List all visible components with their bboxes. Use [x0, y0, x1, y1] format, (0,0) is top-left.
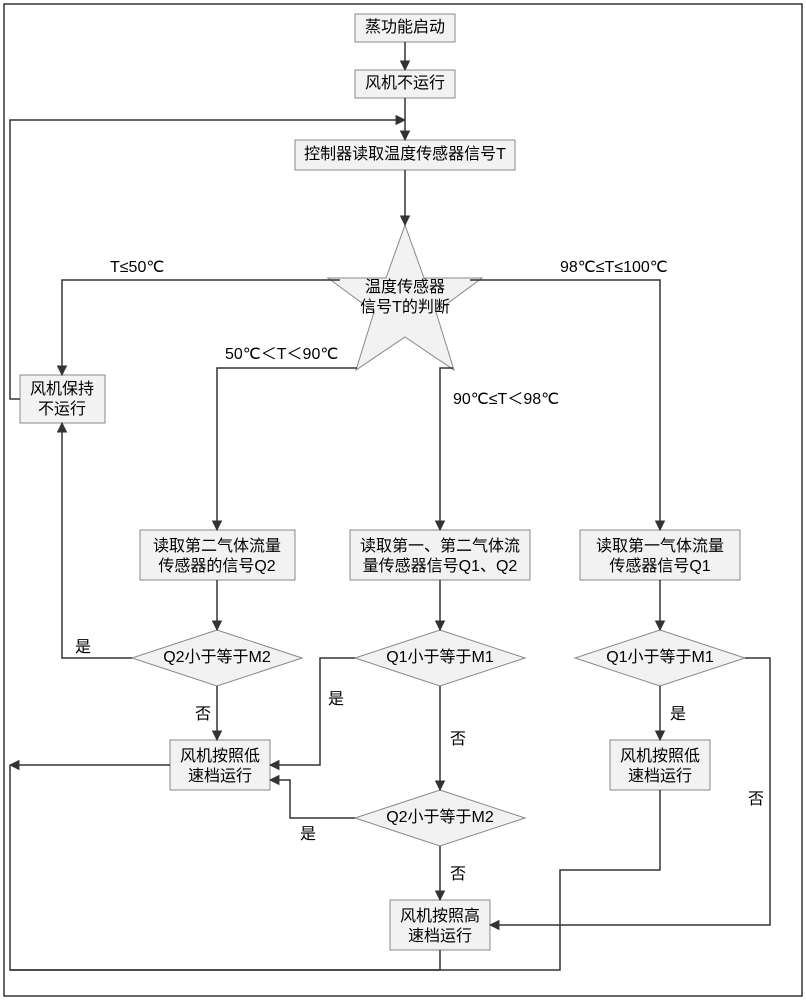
node-d-q1a-label: Q1小于等于M1: [386, 648, 494, 666]
edge-dq1b-no: [490, 658, 770, 925]
node-d-q2b-label: Q2小于等于M2: [386, 808, 494, 826]
node-high-l2: 速档运行: [408, 927, 472, 945]
node-keepoff-l1: 风机保持: [30, 380, 94, 398]
node-low2-l2: 速档运行: [628, 767, 692, 785]
lbl-t98100: 98℃≤T≤100℃: [560, 259, 668, 276]
node-high-l1: 风机按照高: [400, 907, 480, 925]
lbl-dq1a-yes: 是: [328, 691, 344, 708]
node-readT-label: 控制器读取温度传感器信号T: [304, 145, 506, 163]
node-d-q1b-label: Q1小于等于M1: [606, 648, 714, 666]
lbl-dq1b-yes: 是: [670, 706, 686, 723]
lbl-t5090: 50℃＜T＜90℃: [225, 346, 338, 363]
lbl-dq2-no: 否: [195, 706, 211, 723]
lbl-t50: T≤50℃: [110, 259, 164, 276]
node-fanoff-label: 风机不运行: [365, 74, 445, 92]
edge-dq1a-yes: [270, 658, 355, 765]
node-low1-l2: 速档运行: [188, 767, 252, 785]
lbl-dq2b-no: 否: [450, 866, 466, 883]
lbl-dq1a-no: 否: [450, 731, 466, 748]
node-readQ12-l2: 量传感器信号Q1、Q2: [363, 557, 518, 575]
node-start-label: 蒸功能启动: [365, 18, 445, 36]
node-readQ1-l1: 读取第一气体流量: [596, 537, 724, 555]
lbl-dq2b-yes: 是: [300, 826, 316, 843]
node-readQ1-l2: 传感器信号Q1: [609, 557, 710, 575]
edge-low2-loop: [10, 790, 660, 970]
node-star: [328, 225, 482, 370]
edge-t5090: [217, 368, 357, 530]
node-readQ2-l1: 读取第二气体流量: [153, 537, 281, 555]
node-readQ2-l2: 传感器的信号Q2: [158, 557, 275, 575]
edge-t9098: [440, 368, 453, 530]
lbl-dq1b-no: 否: [748, 791, 764, 808]
lbl-dq2-yes: 是: [75, 639, 91, 656]
node-star-label1: 温度传感器: [365, 278, 445, 296]
edge-dq2-yes: [62, 423, 132, 658]
node-readQ12-l1: 读取第一、第二气体流: [360, 537, 520, 555]
lbl-t9098: 90℃≤T＜98℃: [453, 391, 559, 408]
node-low1-l1: 风机按照低: [180, 747, 260, 765]
edge-high-loop: [10, 765, 440, 970]
flowchart: 蒸功能启动 风机不运行 控制器读取温度传感器信号T 温度传感器 信号T的判断 风…: [0, 0, 806, 1000]
node-d-q2-label: Q2小于等于M2: [163, 648, 271, 666]
node-low2-l1: 风机按照低: [620, 747, 700, 765]
node-star-label2: 信号T的判断: [360, 298, 450, 316]
node-keepoff-l2: 不运行: [38, 400, 86, 418]
edge-dq2b-yes: [270, 780, 355, 818]
